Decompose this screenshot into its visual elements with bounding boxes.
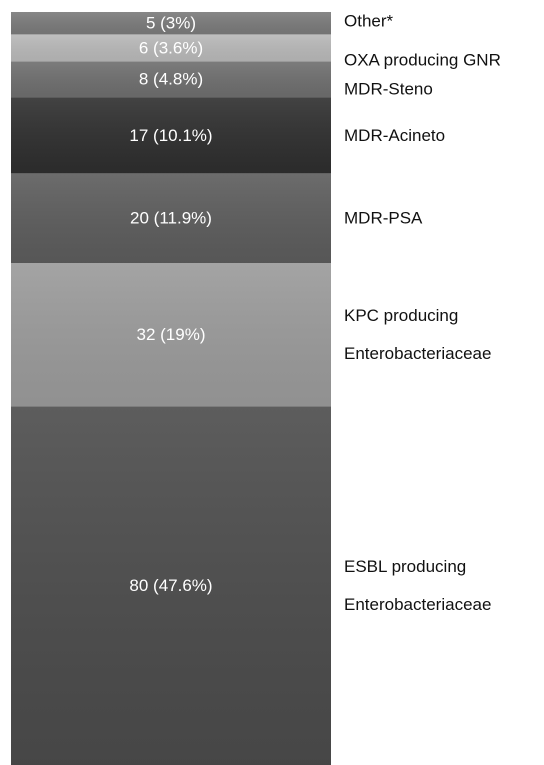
bar-segment-shading <box>11 406 331 765</box>
bar-segment-shading <box>11 12 331 35</box>
category-label-kpc-producing-enterobacteriaceae-line-2: Enterobacteriaceae <box>344 344 491 363</box>
category-label-mdr-acineto: MDR-Acineto <box>344 126 445 145</box>
value-label-mdr-acineto: 17 (10.1%) <box>129 126 212 145</box>
bar-segment-shading <box>11 61 331 98</box>
value-label-mdr-psa: 20 (11.9%) <box>130 209 212 228</box>
category-label-mdr-psa: MDR-PSA <box>344 209 423 228</box>
category-label-oxa-producing-gnr: OXA producing GNR <box>344 50 501 69</box>
stacked-bar: 80 (47.6%) 32 (19%) 20 (11.9%) 17 (10.1%) 8 … <box>11 12 331 765</box>
value-label-mdr-steno: 8 (4.8%) <box>139 70 203 89</box>
category-labels: ESBL producing Enterobacteriaceae KPC prod… <box>344 12 501 615</box>
category-label-mdr-steno: MDR-Steno <box>344 80 433 99</box>
bar-segment-shading <box>11 97 331 174</box>
category-label-other: Other* <box>344 12 394 31</box>
value-label-kpc-producing-enterobacteriaceae: 32 (19%) <box>137 325 206 344</box>
value-label-other: 5 (3%) <box>146 14 196 33</box>
value-label-oxa-producing-gnr: 6 (3.6%) <box>139 38 203 57</box>
bar-segment-shading <box>11 34 331 62</box>
category-label-esbl-producing-enterobacteriaceae-line-1: ESBL producing <box>344 557 466 576</box>
category-label-esbl-producing-enterobacteriaceae-line-2: Enterobacteriaceae <box>344 595 491 614</box>
category-label-kpc-producing-enterobacteriaceae-line-1: KPC producing <box>344 306 458 325</box>
bar-segment-shading <box>11 263 331 407</box>
value-label-esbl-producing-enterobacteriaceae: 80 (47.6%) <box>129 576 212 595</box>
bar-segment-shading <box>11 173 331 263</box>
